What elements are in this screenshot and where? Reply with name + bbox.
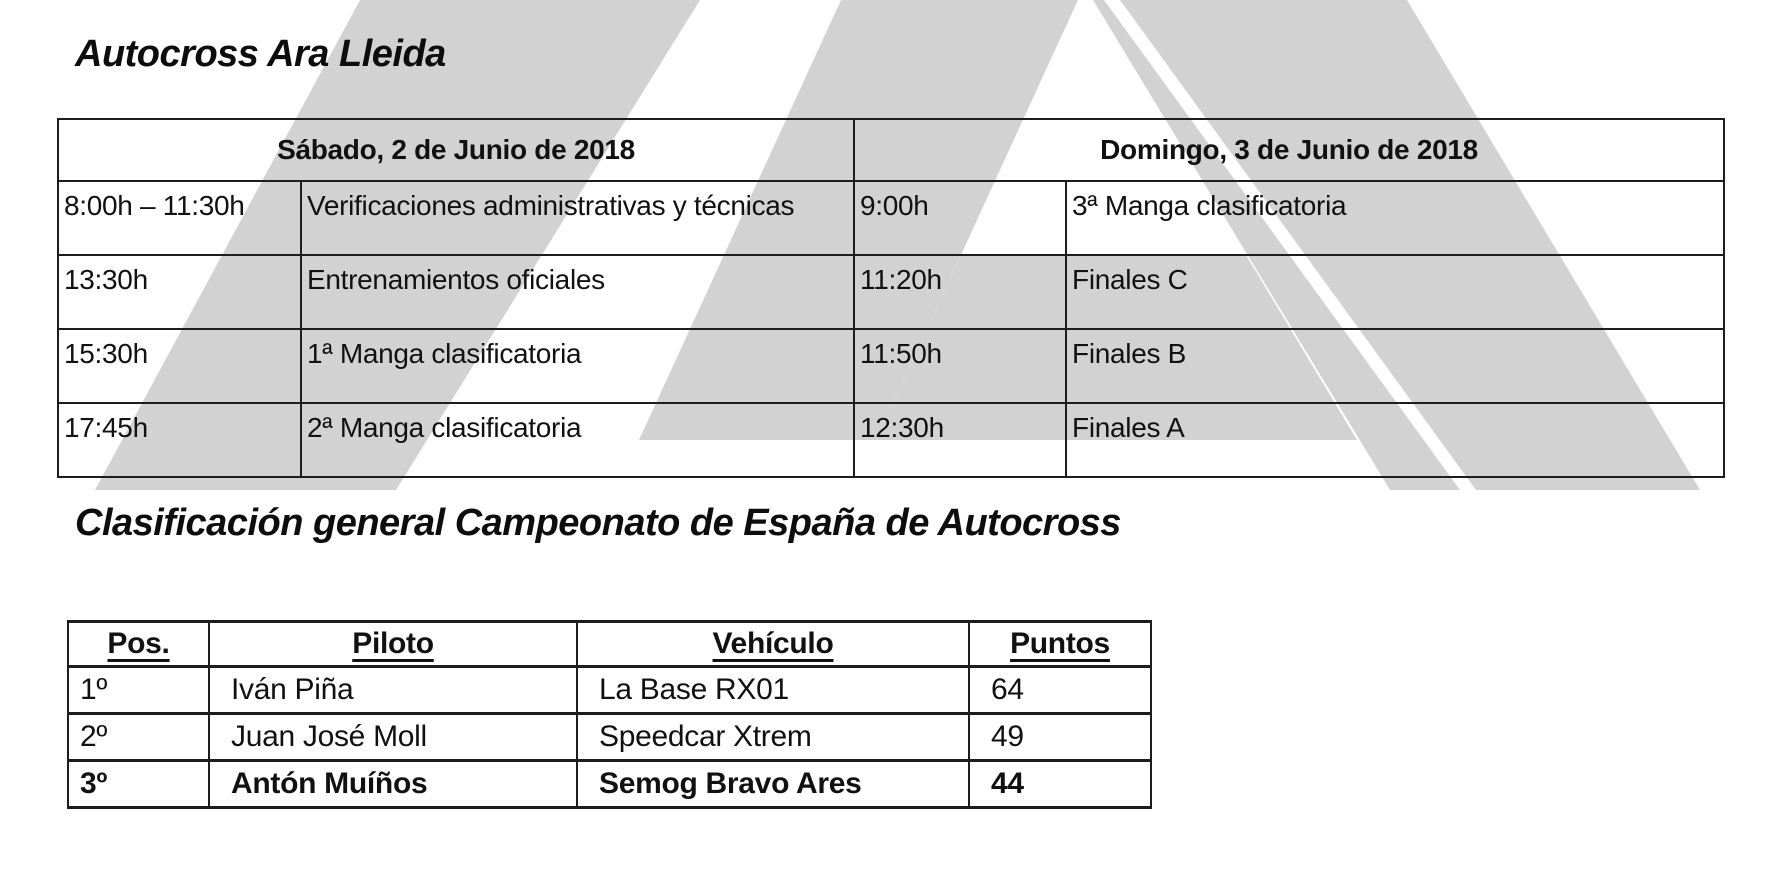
standings-piloto-cell: Antón Muíños bbox=[208, 759, 578, 809]
standings-col-puntos: Puntos bbox=[968, 620, 1152, 668]
schedule-row: 15:30h 1ª Manga clasificatoria 11:50h Fi… bbox=[57, 328, 1726, 404]
standings-row: 2º Juan José Moll Speedcar Xtrem 49 bbox=[67, 712, 1152, 762]
standings-vehiculo-cell: Speedcar Xtrem bbox=[576, 712, 970, 762]
standings-piloto-cell: Iván Piña bbox=[208, 665, 578, 715]
standings-col-puntos-label: Puntos bbox=[1010, 627, 1110, 660]
schedule-time-cell: 13:30h bbox=[57, 254, 302, 330]
standings-table: Pos. Piloto Vehículo Puntos 1º Iván Piña… bbox=[67, 620, 1152, 809]
schedule-day-header-sunday: Domingo, 3 de Junio de 2018 bbox=[853, 118, 1726, 182]
standings-piloto-cell: Juan José Moll bbox=[208, 712, 578, 762]
schedule-time-cell: 12:30h bbox=[853, 402, 1068, 478]
schedule-time-cell: 17:45h bbox=[57, 402, 302, 478]
schedule-header-row: Sábado, 2 de Junio de 2018 Domingo, 3 de… bbox=[56, 118, 1726, 182]
schedule-row: 8:00h – 11:30h Verificaciones administra… bbox=[57, 180, 1726, 256]
standings-puntos-cell: 44 bbox=[968, 759, 1152, 809]
schedule-title: Autocross Ara Lleida bbox=[75, 33, 446, 75]
standings-col-pos-label: Pos. bbox=[107, 627, 170, 660]
standings-header-row: Pos. Piloto Vehículo Puntos bbox=[67, 620, 1152, 668]
schedule-time-cell: 9:00h bbox=[853, 180, 1068, 256]
standings-pos-cell: 2º bbox=[67, 712, 210, 762]
schedule-event-cell: 2ª Manga clasificatoria bbox=[299, 402, 856, 478]
schedule-event-cell: 3ª Manga clasificatoria bbox=[1065, 180, 1726, 256]
schedule-event-cell: 1ª Manga clasificatoria bbox=[299, 328, 856, 404]
standings-pos-cell: 1º bbox=[67, 665, 210, 715]
standings-puntos-cell: 49 bbox=[968, 712, 1152, 762]
schedule-event-cell: Finales C bbox=[1065, 254, 1726, 330]
standings-title: Clasificación general Campeonato de Espa… bbox=[75, 502, 1121, 544]
standings-col-piloto: Piloto bbox=[208, 620, 578, 668]
standings-col-vehiculo: Vehículo bbox=[576, 620, 970, 668]
schedule-day-header-saturday: Sábado, 2 de Junio de 2018 bbox=[56, 118, 856, 182]
schedule-event-cell: Verificaciones administrativas y técnica… bbox=[299, 180, 856, 256]
standings-pos-cell: 3º bbox=[67, 759, 210, 809]
schedule-row: 17:45h 2ª Manga clasificatoria 12:30h Fi… bbox=[57, 402, 1726, 478]
standings-puntos-cell: 64 bbox=[968, 665, 1152, 715]
schedule-row: 13:30h Entrenamientos oficiales 11:20h F… bbox=[57, 254, 1726, 330]
standings-row: 3º Antón Muíños Semog Bravo Ares 44 bbox=[67, 759, 1152, 809]
schedule-table: Sábado, 2 de Junio de 2018 Domingo, 3 de… bbox=[56, 118, 1726, 478]
schedule-event-cell: Finales B bbox=[1065, 328, 1726, 404]
standings-vehiculo-cell: Semog Bravo Ares bbox=[576, 759, 970, 809]
standings-col-pos: Pos. bbox=[67, 620, 210, 668]
schedule-time-cell: 15:30h bbox=[57, 328, 302, 404]
schedule-event-cell: Entrenamientos oficiales bbox=[299, 254, 856, 330]
standings-row: 1º Iván Piña La Base RX01 64 bbox=[67, 665, 1152, 715]
standings-vehiculo-cell: La Base RX01 bbox=[576, 665, 970, 715]
schedule-time-cell: 11:20h bbox=[853, 254, 1068, 330]
schedule-time-cell: 11:50h bbox=[853, 328, 1068, 404]
schedule-time-cell: 8:00h – 11:30h bbox=[57, 180, 302, 256]
standings-col-piloto-label: Piloto bbox=[352, 627, 434, 660]
standings-col-vehiculo-label: Vehículo bbox=[712, 627, 834, 660]
schedule-event-cell: Finales A bbox=[1065, 402, 1726, 478]
